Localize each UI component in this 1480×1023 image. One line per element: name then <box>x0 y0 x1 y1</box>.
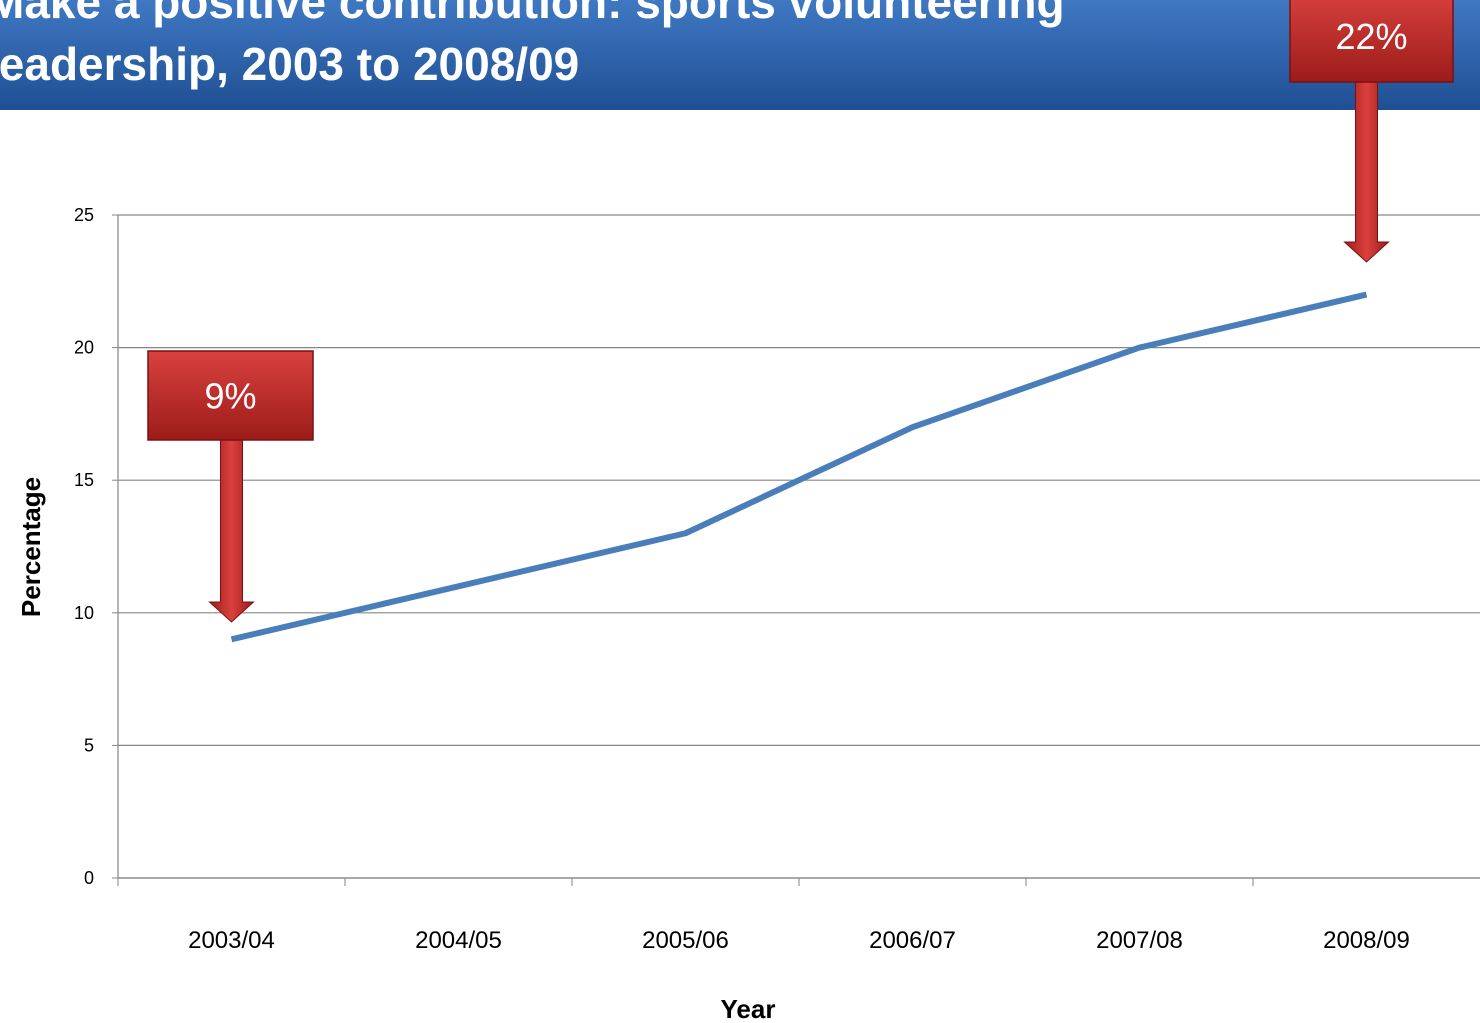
y-tick-label: 10 <box>74 603 94 623</box>
callout-box <box>1289 0 1454 83</box>
y-tick-label: 20 <box>74 338 94 358</box>
callout-text: 22% <box>1335 16 1407 57</box>
line-series <box>230 291 1368 643</box>
callout-arrow <box>208 439 255 623</box>
y-tick-label: 25 <box>74 205 94 225</box>
chart-title: Make a positive contribution: sports vol… <box>0 0 1065 28</box>
y-tick-label: 0 <box>84 868 94 888</box>
x-tick-label: 2003/04 <box>188 927 275 954</box>
chart-title: leadership, 2003 to 2008/09 <box>0 38 579 90</box>
x-tick-label: 2006/07 <box>869 927 956 954</box>
y-axis-title: Percentage <box>16 477 46 617</box>
x-tick-label: 2005/06 <box>642 927 729 954</box>
x-axis-title: Year <box>721 994 776 1023</box>
callout-box <box>147 350 314 441</box>
callout-text: 9% <box>204 376 256 417</box>
callout-arrow <box>1343 81 1390 263</box>
y-tick-label: 15 <box>74 470 94 490</box>
title-banner <box>0 0 1480 110</box>
x-tick-label: 2008/09 <box>1323 927 1410 954</box>
x-tick-label: 2004/05 <box>415 927 502 954</box>
y-tick-label: 5 <box>84 735 94 755</box>
x-tick-label: 2007/08 <box>1096 927 1183 954</box>
